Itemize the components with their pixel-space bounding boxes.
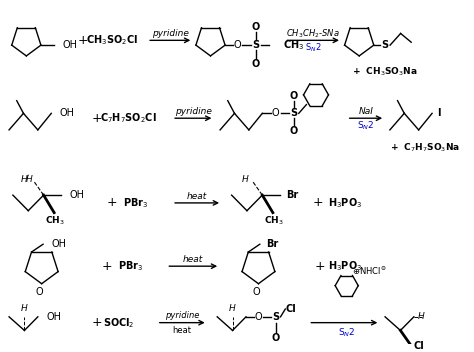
Text: O: O <box>290 91 298 101</box>
Text: CH$_3$: CH$_3$ <box>45 214 65 227</box>
Text: +: + <box>92 112 103 125</box>
Text: +: + <box>315 260 325 273</box>
Text: S$_N$2: S$_N$2 <box>305 42 321 54</box>
Text: +: + <box>106 196 117 209</box>
Text: Cl: Cl <box>285 304 296 314</box>
Text: I: I <box>437 108 440 118</box>
Text: +  C$_7$H$_7$SO$_3$Na: + C$_7$H$_7$SO$_3$Na <box>390 141 460 154</box>
Text: CH$_3$: CH$_3$ <box>264 214 283 227</box>
Text: H: H <box>418 312 424 321</box>
Text: CH$_3$: CH$_3$ <box>283 38 304 52</box>
Text: heat: heat <box>187 191 207 201</box>
Text: PBr$_3$: PBr$_3$ <box>123 196 148 210</box>
Text: +: + <box>313 196 323 209</box>
Text: OH: OH <box>70 190 84 200</box>
Text: S$_N$2: S$_N$2 <box>338 326 356 339</box>
Text: OH: OH <box>63 40 78 50</box>
Text: O: O <box>36 287 44 296</box>
Text: NaI: NaI <box>358 107 374 116</box>
Text: Br: Br <box>266 239 279 249</box>
Text: OH: OH <box>46 312 62 322</box>
Text: Br: Br <box>286 190 299 200</box>
Text: H$_3$PO$_3$: H$_3$PO$_3$ <box>328 196 362 210</box>
Text: pyridine: pyridine <box>165 311 200 320</box>
Text: O: O <box>272 333 280 343</box>
Text: pyridine: pyridine <box>152 29 189 38</box>
Text: SOCl$_2$: SOCl$_2$ <box>103 316 134 329</box>
Text: H$_3$PO$_3$: H$_3$PO$_3$ <box>328 259 362 273</box>
Text: H: H <box>242 175 249 184</box>
Text: O: O <box>234 40 241 50</box>
Text: S: S <box>252 40 259 50</box>
Text: H$^{\prime}$: H$^{\prime}$ <box>19 173 30 184</box>
Text: O: O <box>290 126 298 136</box>
Text: O: O <box>252 21 260 32</box>
Text: H: H <box>21 304 28 313</box>
Text: S: S <box>382 40 389 50</box>
Text: +: + <box>92 316 103 329</box>
Text: +: + <box>101 260 112 273</box>
Text: heat: heat <box>183 255 203 264</box>
Text: pyridine: pyridine <box>175 107 212 116</box>
Text: $\oplus$NHCl$^\ominus$: $\oplus$NHCl$^\ominus$ <box>353 265 388 277</box>
Text: CH$_3$SO$_2$Cl: CH$_3$SO$_2$Cl <box>86 33 137 47</box>
Text: S: S <box>291 108 298 118</box>
Text: O: O <box>255 312 262 322</box>
Text: OH: OH <box>60 108 75 118</box>
Text: Cl: Cl <box>414 341 425 351</box>
Text: S$_N$2: S$_N$2 <box>357 120 374 132</box>
Text: S: S <box>272 312 279 322</box>
Text: C$_7$H$_7$SO$_2$Cl: C$_7$H$_7$SO$_2$Cl <box>100 111 156 125</box>
Text: OH: OH <box>52 239 67 249</box>
Text: O: O <box>272 108 280 118</box>
Text: heat: heat <box>173 326 191 335</box>
Text: H: H <box>25 175 32 184</box>
Text: PBr$_3$: PBr$_3$ <box>118 259 144 273</box>
Text: CH$_3$CH$_2$-SNa: CH$_3$CH$_2$-SNa <box>286 27 340 40</box>
Text: O: O <box>253 287 260 296</box>
Text: +  CH$_3$SO$_3$Na: + CH$_3$SO$_3$Na <box>352 65 417 78</box>
Text: H: H <box>229 304 236 313</box>
Text: O: O <box>252 59 260 69</box>
Text: +: + <box>78 34 88 47</box>
